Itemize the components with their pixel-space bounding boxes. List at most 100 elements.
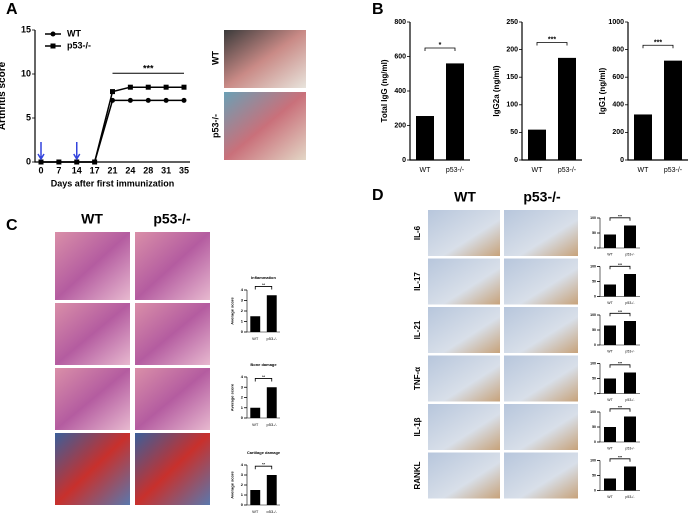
x-axis-label: Days after first immunization — [51, 178, 175, 188]
marker — [163, 97, 169, 103]
y-tick-label: 100 — [590, 361, 596, 365]
x-tick-label: 24 — [125, 165, 135, 175]
y-tick-label: 2 — [241, 482, 244, 487]
annotation: *** — [143, 64, 154, 74]
y-tick-label: 15 — [21, 24, 31, 34]
y-tick-label: 3 — [241, 384, 244, 389]
chart-title: Cartilage damage — [247, 450, 281, 455]
bar — [604, 427, 616, 442]
annotation: *** — [548, 37, 556, 44]
micrograph — [428, 355, 500, 402]
marker — [110, 89, 115, 95]
x-tick-label: 7 — [56, 165, 61, 175]
bracket — [609, 364, 631, 368]
x-tick-label: WT — [607, 446, 613, 450]
legend-label: p53-/- — [67, 40, 91, 50]
micrograph — [428, 404, 500, 450]
marker — [92, 159, 98, 165]
micrograph — [504, 355, 578, 402]
micrographs — [55, 232, 210, 505]
y-axis-label: IgG2a (ng/ml) — [492, 65, 501, 116]
y-tick-label: 2 — [241, 308, 244, 313]
bar — [624, 372, 636, 394]
marker — [163, 84, 169, 90]
bracket — [609, 265, 631, 270]
y-tick-label: 100 — [506, 102, 518, 109]
x-tick-label: p53-/- — [558, 167, 577, 174]
y-tick-label: 0 — [620, 157, 624, 164]
x-tick-label: WT — [607, 252, 613, 256]
y-axis-label: Average score — [230, 471, 235, 499]
bar — [604, 478, 616, 491]
y-tick-label: 0 — [594, 391, 596, 395]
bar — [604, 378, 616, 394]
y-tick-label: 100 — [590, 313, 596, 317]
y-tick-label: 0 — [241, 415, 244, 420]
column-label: WT — [81, 211, 103, 227]
y-tick-label: 1 — [241, 319, 244, 324]
x-tick-label: WT — [420, 167, 432, 174]
bar — [624, 225, 636, 248]
bar — [624, 416, 636, 442]
y-tick-label: 4 — [241, 287, 244, 292]
row-label: IL-17 — [413, 272, 422, 291]
marker — [127, 97, 133, 103]
x-tick-label: p53-/- — [625, 252, 635, 256]
x-tick-label: WT — [252, 509, 259, 513]
bracket — [609, 408, 631, 412]
bar — [250, 316, 261, 332]
bar — [558, 57, 576, 160]
x-tick-label: p53-/- — [625, 301, 635, 305]
bracket — [642, 44, 674, 49]
row-label: TNF-α — [413, 367, 422, 390]
y-tick-label: 400 — [612, 102, 624, 109]
arrow — [73, 142, 81, 161]
x-tick-label: WT — [607, 495, 613, 499]
annotation: *** — [618, 361, 623, 365]
y-tick-label: 800 — [612, 46, 624, 53]
axes — [34, 30, 190, 163]
x-tick-label: WT — [607, 301, 613, 305]
y-tick-label: 50 — [510, 129, 518, 136]
bracket — [254, 378, 273, 382]
y-tick-label: 3 — [241, 472, 244, 477]
x-tick-label: WT — [607, 349, 613, 353]
bar — [624, 321, 636, 345]
y-tick-label: 150 — [506, 74, 518, 81]
bar — [604, 284, 616, 297]
photo-label: WT — [210, 51, 220, 65]
y-tick-label: 800 — [394, 19, 406, 26]
column-label: p53-/- — [153, 211, 191, 227]
bracket — [536, 42, 568, 46]
bar — [446, 63, 464, 160]
x-tick-label: WT — [607, 398, 613, 402]
y-tick-label: 2 — [241, 395, 244, 400]
y-tick-label: 0 — [594, 440, 596, 444]
x-tick-label: p53-/- — [625, 446, 635, 450]
photo — [224, 30, 306, 88]
y-axis-label: Average score — [230, 297, 235, 325]
x-tick-label: p53-/- — [267, 509, 278, 513]
bar — [634, 114, 652, 160]
x-tick-label: WT — [532, 167, 544, 174]
marker — [56, 159, 62, 165]
y-tick-label: 10 — [21, 68, 31, 78]
bracket — [609, 312, 631, 317]
y-tick-label: 600 — [612, 74, 624, 81]
bracket — [254, 286, 273, 290]
marker — [127, 84, 133, 90]
row-label: IL-6 — [413, 225, 422, 240]
marker — [145, 84, 151, 90]
row-label: IL-21 — [413, 320, 422, 339]
y-tick-label: 5 — [26, 112, 31, 122]
legend-label: WT — [67, 28, 81, 38]
micrograph — [504, 210, 578, 256]
chart-title: Inflammation — [251, 275, 276, 280]
bar — [624, 466, 636, 491]
y-tick-label: 100 — [590, 216, 596, 220]
annotation: * — [439, 42, 442, 49]
bracket — [609, 217, 631, 221]
y-tick-label: 50 — [592, 473, 596, 477]
annotation: *** — [618, 405, 623, 409]
